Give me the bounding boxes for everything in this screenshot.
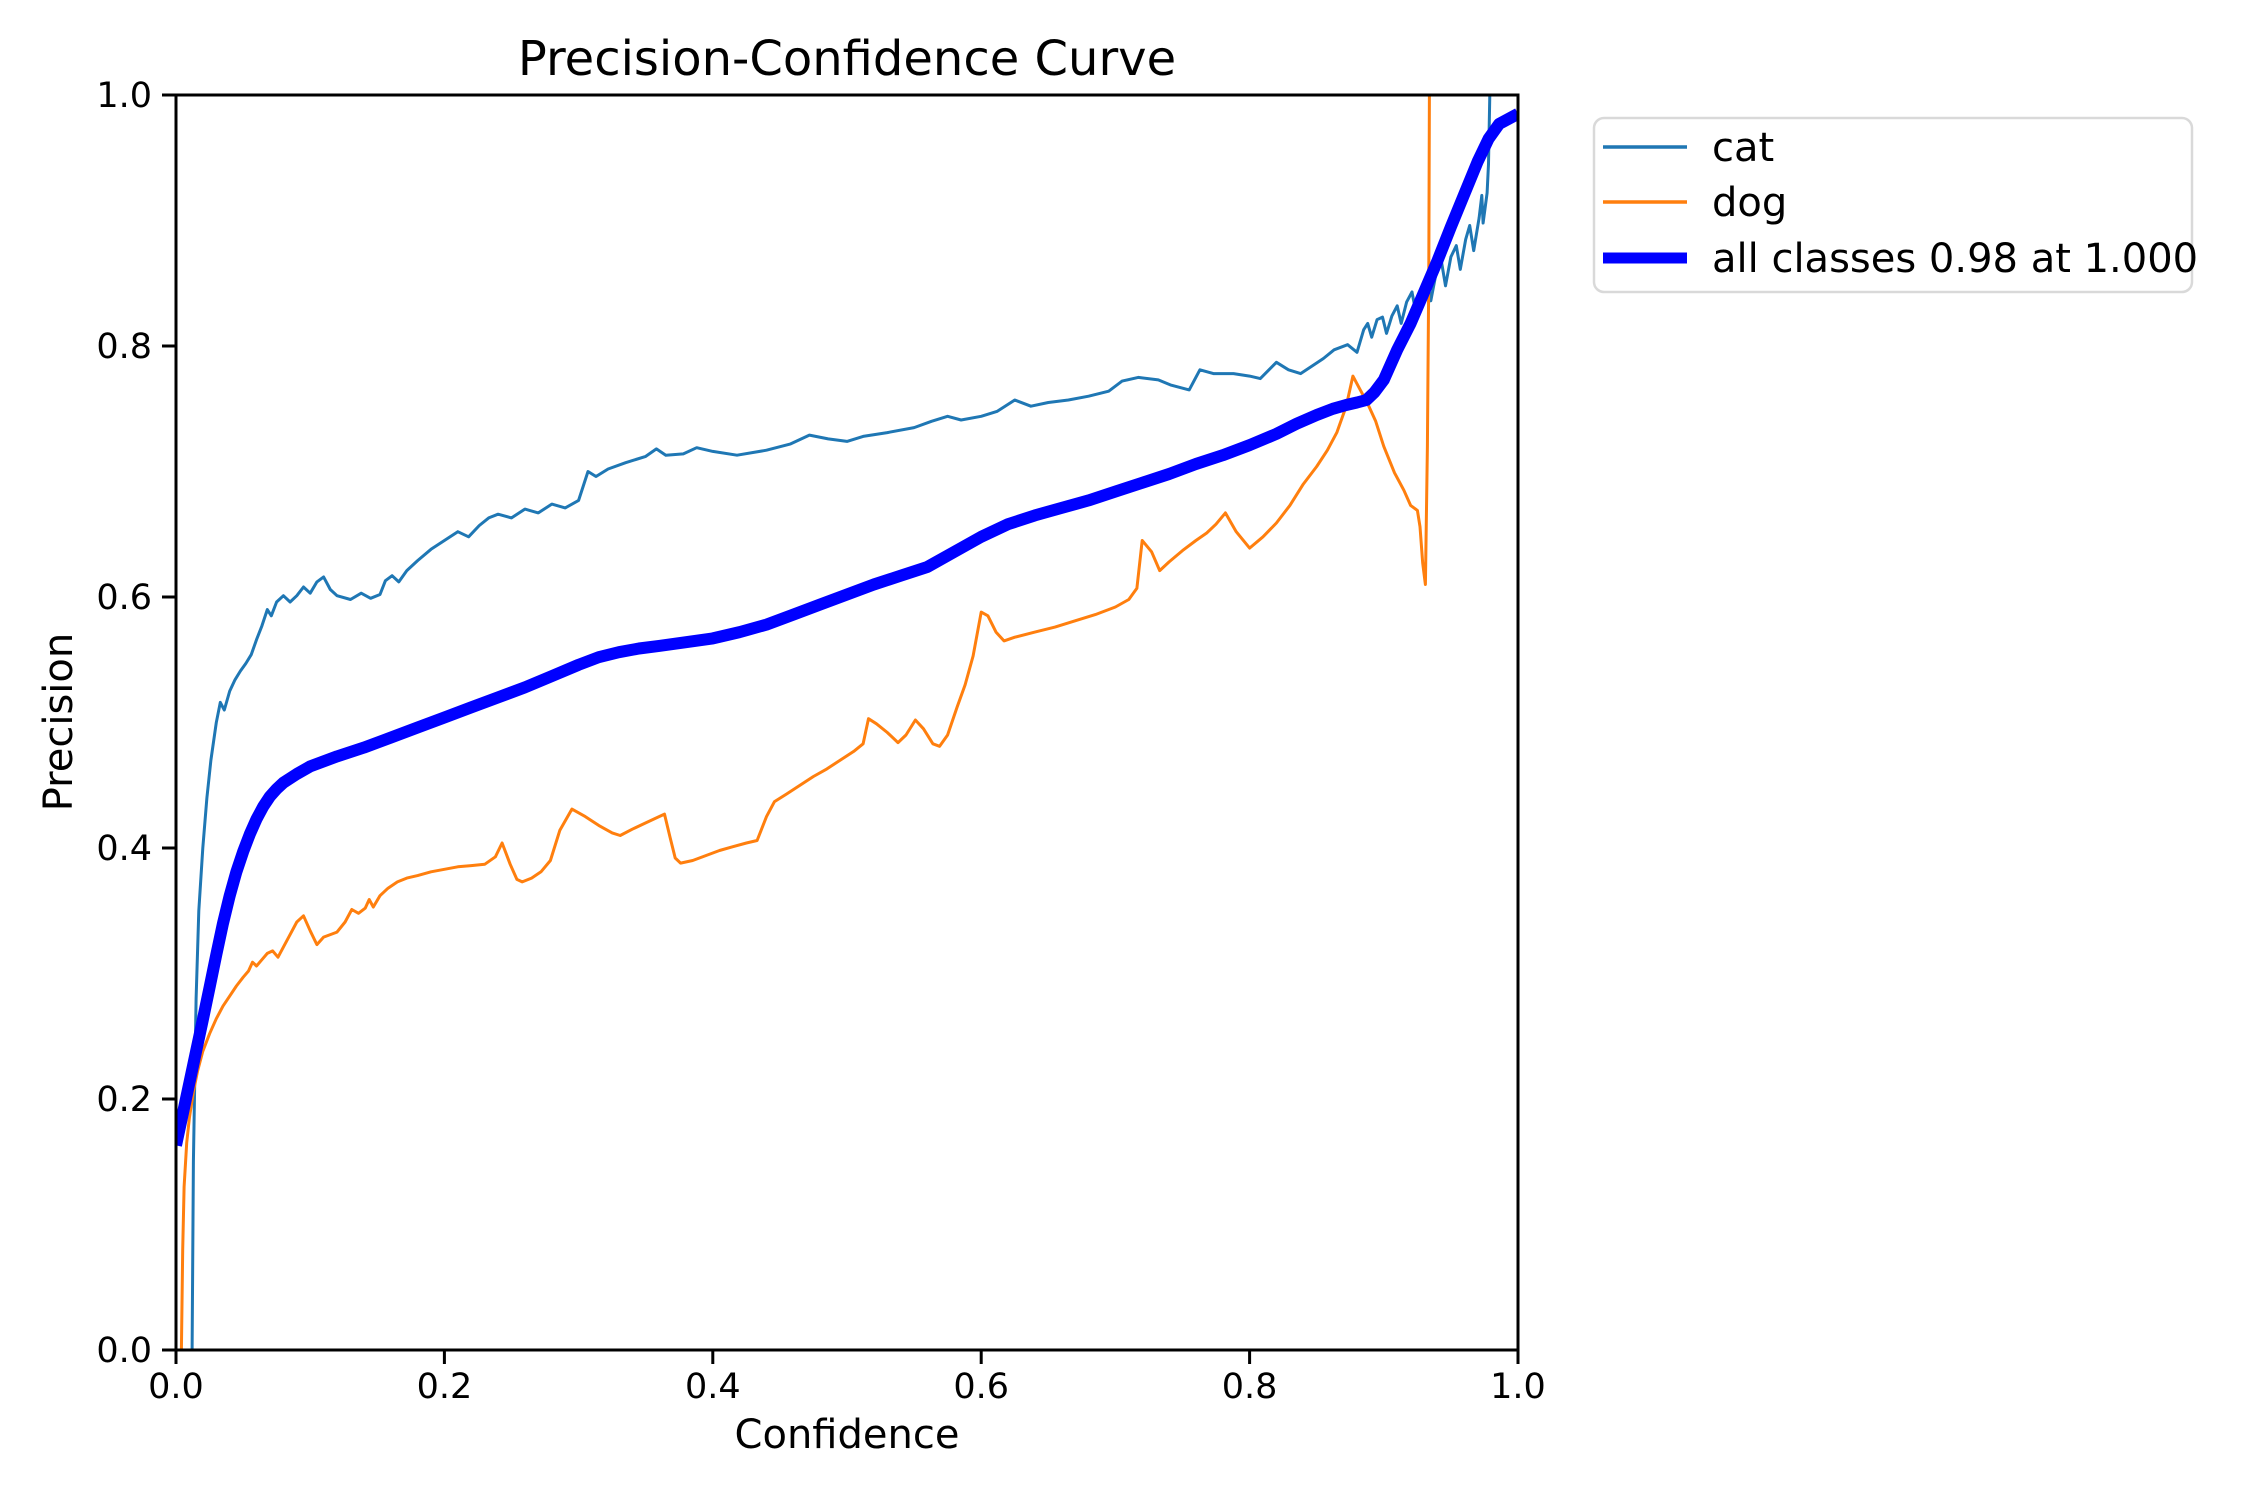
y-tick-label: 1.0 [96, 76, 152, 116]
x-tick-label: 0.8 [1222, 1367, 1278, 1407]
x-tick-label: 1.0 [1490, 1367, 1546, 1407]
series-lines [176, 95, 1518, 1350]
legend-label-all: all classes 0.98 at 1.000 [1712, 236, 2198, 282]
y-tick-label: 0.4 [96, 829, 152, 869]
legend-label-dog: dog [1712, 180, 1787, 226]
x-tick-label: 0.6 [953, 1367, 1009, 1407]
axis-ticks: 0.0 0.2 0.4 0.6 0.8 1.0 0.0 0.2 0.4 0.6 0.8 1.0 [96, 76, 1546, 1407]
chart-title: Precision-Confidence Curve [518, 31, 1176, 87]
plot-area [176, 95, 1518, 1350]
y-axis-label: Precision [36, 633, 82, 811]
axes-spines [174, 93, 1520, 1352]
y-tick-label: 0.0 [96, 1331, 152, 1371]
x-tick-label: 0.4 [685, 1367, 741, 1407]
y-tick-label: 0.6 [96, 578, 152, 618]
legend-box [1592, 116, 2194, 294]
series-line-all-classes [176, 108, 1518, 1147]
y-tick-label: 0.8 [96, 327, 152, 367]
x-tick-label: 0.2 [417, 1367, 473, 1407]
x-tick-label: 0.0 [148, 1367, 204, 1407]
legend-label-cat: cat [1712, 125, 1774, 171]
legend: cat dog all classes 0.98 at 1.000 [1592, 116, 2198, 294]
series-line-cat [190, 95, 1492, 1350]
x-axis-label: Confidence [735, 1412, 960, 1458]
y-tick-label: 0.2 [96, 1080, 152, 1120]
series-line-dog [179, 95, 1431, 1350]
